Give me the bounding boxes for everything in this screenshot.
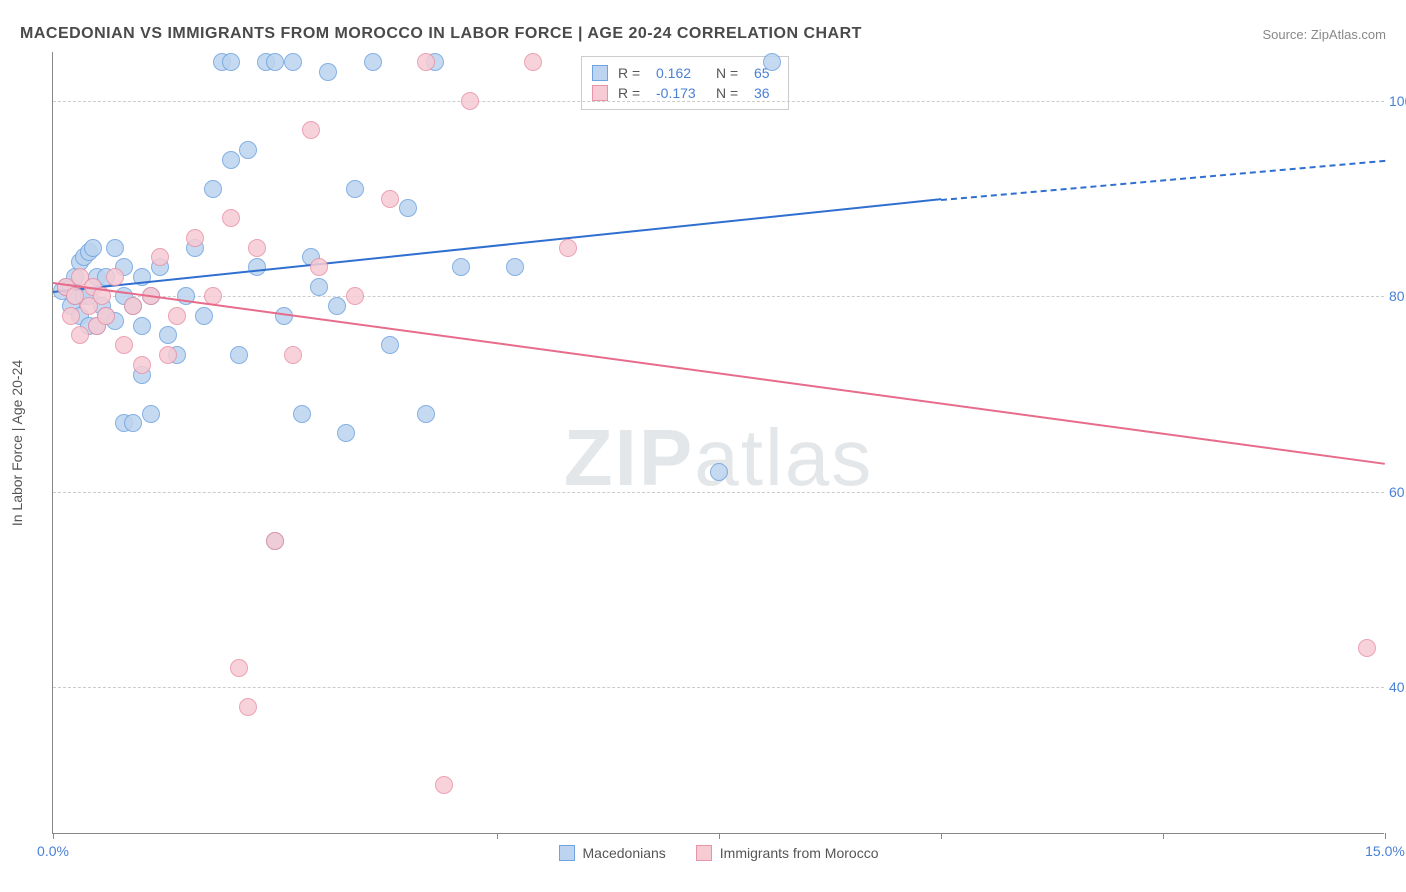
macedonians-point xyxy=(506,258,524,276)
macedonians-point xyxy=(106,239,124,257)
macedonians-point xyxy=(284,53,302,71)
morocco-point xyxy=(461,92,479,110)
macedonians-point xyxy=(710,463,728,481)
macedonians-trendline-extrapolated xyxy=(941,160,1385,201)
morocco-point xyxy=(186,229,204,247)
legend-stats: R =0.162N =65R =-0.173N =36 xyxy=(581,56,789,110)
x-tick xyxy=(941,833,942,839)
x-tick xyxy=(719,833,720,839)
macedonians-point xyxy=(204,180,222,198)
morocco-point xyxy=(62,307,80,325)
macedonians-point xyxy=(399,199,417,217)
y-tick-label: 80.0% xyxy=(1389,288,1406,304)
morocco-point xyxy=(310,258,328,276)
morocco-point xyxy=(97,307,115,325)
source-name: ZipAtlas.com xyxy=(1311,27,1386,42)
gridline xyxy=(53,101,1384,102)
gridline xyxy=(53,296,1384,297)
legend-stats-row: R =0.162N =65 xyxy=(592,63,778,83)
macedonians-point xyxy=(159,326,177,344)
macedonians-swatch xyxy=(559,845,575,861)
macedonians-point xyxy=(381,336,399,354)
macedonians-point xyxy=(346,180,364,198)
legend-label: Macedonians xyxy=(583,845,666,861)
watermark-light: atlas xyxy=(694,413,873,502)
morocco-point xyxy=(124,297,142,315)
macedonians-point xyxy=(328,297,346,315)
morocco-point xyxy=(302,121,320,139)
morocco-point xyxy=(230,659,248,677)
x-tick xyxy=(53,833,54,839)
morocco-point xyxy=(417,53,435,71)
morocco-point xyxy=(115,336,133,354)
y-axis-label: In Labor Force | Age 20-24 xyxy=(9,359,25,525)
morocco-point xyxy=(222,209,240,227)
macedonians-point xyxy=(142,405,160,423)
y-tick-label: 100.0% xyxy=(1389,93,1406,109)
gridline xyxy=(53,687,1384,688)
morocco-point xyxy=(381,190,399,208)
morocco-swatch xyxy=(592,85,608,101)
macedonians-point xyxy=(310,278,328,296)
macedonians-point xyxy=(222,53,240,71)
morocco-point xyxy=(106,268,124,286)
y-tick-label: 60.0% xyxy=(1389,484,1406,500)
morocco-point xyxy=(284,346,302,364)
morocco-point xyxy=(346,287,364,305)
scatter-plot: In Labor Force | Age 20-24 ZIPatlas R =0… xyxy=(52,52,1384,834)
x-tick xyxy=(497,833,498,839)
morocco-point xyxy=(559,239,577,257)
legend-item-morocco: Immigrants from Morocco xyxy=(696,845,879,861)
macedonians-point xyxy=(417,405,435,423)
macedonians-point xyxy=(84,239,102,257)
macedonians-point xyxy=(293,405,311,423)
watermark: ZIPatlas xyxy=(564,412,873,504)
macedonians-point xyxy=(364,53,382,71)
morocco-swatch xyxy=(696,845,712,861)
morocco-point xyxy=(524,53,542,71)
morocco-point xyxy=(239,698,257,716)
legend-series: Macedonians Immigrants from Morocco xyxy=(559,845,879,861)
legend-item-macedonians: Macedonians xyxy=(559,845,666,861)
macedonians-point xyxy=(133,317,151,335)
morocco-point xyxy=(168,307,186,325)
source-attribution: Source: ZipAtlas.com xyxy=(1262,27,1386,42)
chart-title: MACEDONIAN VS IMMIGRANTS FROM MOROCCO IN… xyxy=(20,25,862,43)
morocco-point xyxy=(71,326,89,344)
macedonians-point xyxy=(195,307,213,325)
macedonians-swatch xyxy=(592,65,608,81)
macedonians-point xyxy=(337,424,355,442)
x-tick-label: 0.0% xyxy=(37,843,69,859)
y-tick-label: 40.0% xyxy=(1389,679,1406,695)
legend-label: Immigrants from Morocco xyxy=(720,845,879,861)
morocco-point xyxy=(248,239,266,257)
macedonians-point xyxy=(763,53,781,71)
watermark-bold: ZIP xyxy=(564,413,694,502)
x-tick xyxy=(1385,833,1386,839)
morocco-point xyxy=(266,532,284,550)
x-tick-label: 15.0% xyxy=(1365,843,1405,859)
source-prefix: Source: xyxy=(1262,27,1310,42)
morocco-point xyxy=(133,356,151,374)
macedonians-point xyxy=(239,141,257,159)
morocco-point xyxy=(1358,639,1376,657)
macedonians-point xyxy=(319,63,337,81)
morocco-point xyxy=(159,346,177,364)
macedonians-point xyxy=(124,414,142,432)
macedonians-point xyxy=(452,258,470,276)
macedonians-point xyxy=(248,258,266,276)
x-tick xyxy=(1163,833,1164,839)
macedonians-point xyxy=(222,151,240,169)
morocco-point xyxy=(151,248,169,266)
header: MACEDONIAN VS IMMIGRANTS FROM MOROCCO IN… xyxy=(20,20,1386,48)
macedonians-point xyxy=(266,53,284,71)
macedonians-point xyxy=(230,346,248,364)
gridline xyxy=(53,492,1384,493)
morocco-point xyxy=(435,776,453,794)
